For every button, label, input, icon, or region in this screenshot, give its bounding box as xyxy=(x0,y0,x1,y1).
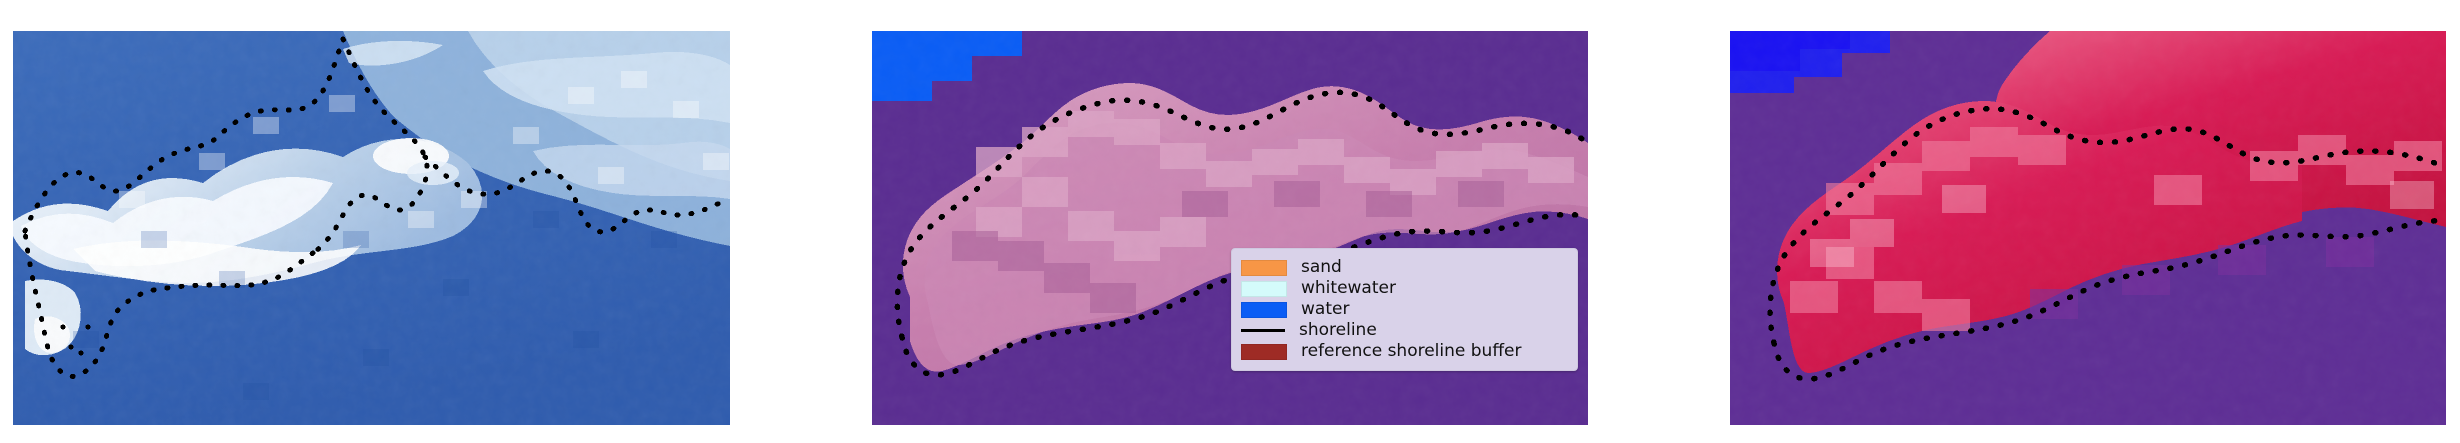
legend-item-reference-shoreline-buffer: reference shoreline buffer xyxy=(1241,341,1567,362)
panel-classification: 2022-01-07-10-05-59 xyxy=(872,31,1588,425)
legend-label-shoreline: shoreline xyxy=(1299,320,1377,340)
panel-sar2530: sar2530 xyxy=(13,31,730,425)
legend-label-sand: sand xyxy=(1301,257,1342,277)
legend-swatch-sand xyxy=(1241,259,1287,276)
legend-swatch-shoreline xyxy=(1241,329,1285,332)
legend-label-water: water xyxy=(1301,299,1350,319)
legend-item-whitewater: whitewater xyxy=(1241,278,1567,299)
l8-image xyxy=(1730,31,2446,425)
sar-image xyxy=(13,31,730,425)
legend-swatch-reference-shoreline-buffer xyxy=(1241,343,1287,360)
legend-item-water: water xyxy=(1241,299,1567,320)
legend-item-shoreline: shoreline xyxy=(1241,320,1567,341)
panel-l8: L8 xyxy=(1730,31,2446,425)
legend-swatch-water xyxy=(1241,301,1287,318)
legend-label-whitewater: whitewater xyxy=(1301,278,1396,298)
legend-item-sand: sand xyxy=(1241,257,1567,278)
legend-swatch-whitewater xyxy=(1241,280,1287,297)
legend-box: sand whitewater water shoreline referenc… xyxy=(1231,248,1578,371)
legend-label-reference-shoreline-buffer: reference shoreline buffer xyxy=(1301,341,1522,361)
